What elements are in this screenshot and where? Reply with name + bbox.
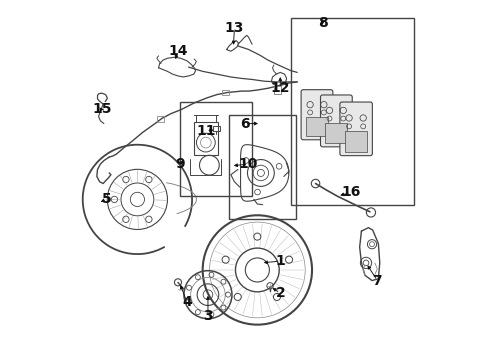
Bar	[291, 18, 415, 205]
Bar	[345, 131, 368, 152]
Bar	[194, 122, 218, 155]
Bar	[274, 86, 281, 94]
Text: 16: 16	[341, 185, 361, 199]
Text: 11: 11	[196, 123, 216, 138]
Bar	[222, 90, 229, 95]
Text: 13: 13	[225, 21, 244, 35]
Text: 5: 5	[102, 192, 112, 206]
Text: 7: 7	[372, 274, 382, 288]
Text: 8: 8	[318, 16, 327, 30]
FancyBboxPatch shape	[340, 102, 372, 156]
Text: 9: 9	[175, 157, 185, 171]
Bar	[229, 115, 296, 219]
Text: 10: 10	[239, 157, 258, 171]
Text: 4: 4	[182, 295, 192, 309]
FancyBboxPatch shape	[320, 95, 352, 147]
Bar	[213, 126, 220, 131]
Text: 1: 1	[275, 254, 285, 268]
Text: 3: 3	[203, 309, 213, 323]
Bar	[325, 123, 347, 143]
FancyBboxPatch shape	[301, 90, 333, 140]
Bar	[157, 116, 164, 122]
Text: 6: 6	[240, 117, 250, 131]
Bar	[306, 117, 328, 136]
Text: 2: 2	[275, 286, 285, 300]
Text: 14: 14	[168, 44, 188, 58]
Bar	[180, 102, 252, 196]
Text: 15: 15	[93, 103, 112, 116]
Text: 12: 12	[270, 81, 290, 95]
